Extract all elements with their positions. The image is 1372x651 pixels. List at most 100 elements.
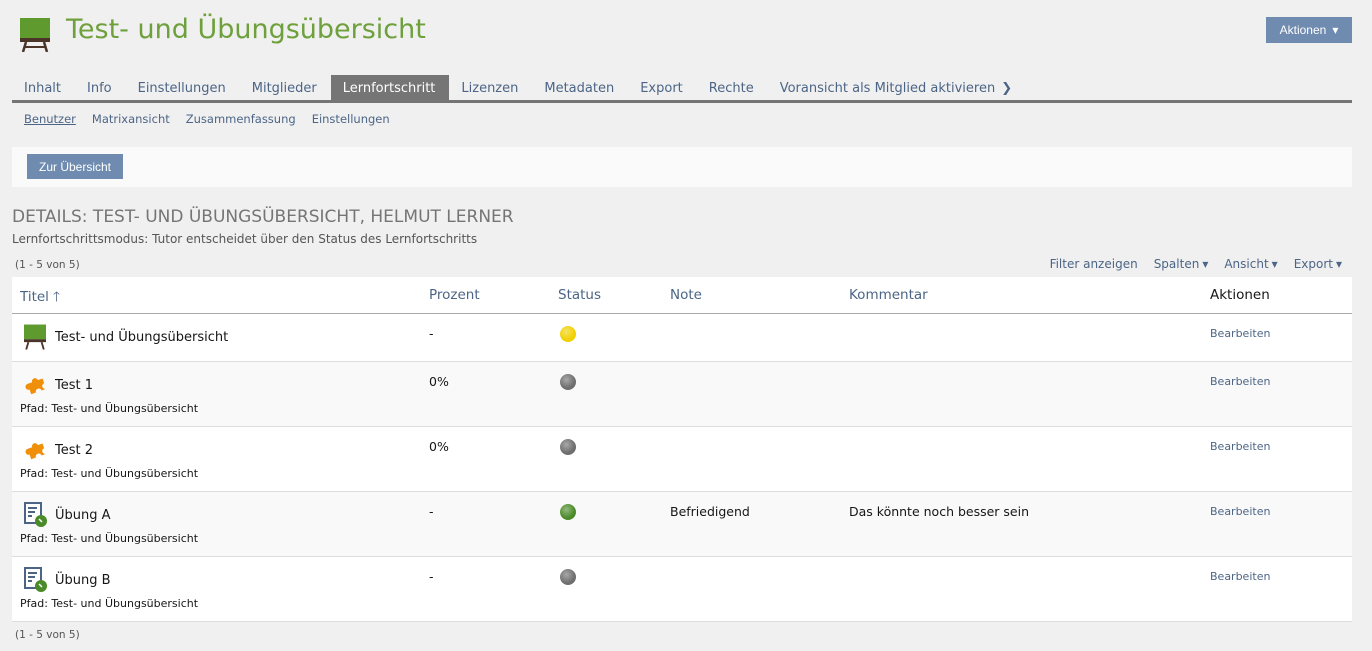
tab-label: Einstellungen	[137, 81, 226, 96]
edit-link[interactable]: Bearbeiten	[1210, 505, 1271, 518]
details-heading: DETAILS: TEST- UND ÜBUNGSÜBERSICHT, HELM…	[12, 207, 514, 227]
row-title: Test 1	[55, 378, 94, 393]
tab-7[interactable]: Export	[628, 75, 697, 100]
column-label: Status	[558, 287, 602, 303]
status-gray-icon	[560, 374, 576, 390]
table-row: Test 1 Pfad: Test- und Übungsübersicht 0% B…	[12, 362, 1352, 427]
column-label: Prozent	[429, 287, 480, 303]
tab-label: Mitglieder	[251, 81, 317, 96]
tab-1[interactable]: Info	[75, 75, 126, 100]
row-comment: Das könnte noch besser sein	[849, 504, 1030, 519]
table-controls: Filter anzeigen Spalten ▾ Ansicht ▾ Export ▾	[1050, 257, 1342, 271]
test-icon	[24, 372, 48, 399]
row-percent: -	[429, 326, 434, 341]
table-control-3[interactable]: Export ▾	[1294, 257, 1342, 271]
column-label: Kommentar	[849, 287, 928, 303]
tab-label: Rechte	[708, 81, 754, 96]
tab-label: Info	[87, 81, 112, 96]
exercise-icon	[24, 502, 48, 531]
table-row: Übung A Pfad: Test- und Übungsübersicht - B…	[12, 492, 1352, 557]
row-title: Übung B	[55, 573, 111, 588]
row-title: Test 2	[55, 443, 94, 458]
actions-label: Aktionen	[1279, 23, 1327, 37]
sort-ascending-icon[interactable]: 🡑	[52, 289, 60, 305]
tab-6[interactable]: Metadaten	[532, 75, 628, 100]
control-label: Export	[1293, 257, 1333, 271]
tab-0[interactable]: Inhalt	[12, 75, 75, 100]
tab-8[interactable]: Rechte	[697, 75, 768, 100]
row-path: Pfad: Test- und Übungsübersicht	[20, 597, 199, 610]
row-count-top: (1 - 5 von 5)	[15, 259, 80, 271]
column-header-4[interactable]: Kommentar	[849, 287, 928, 303]
control-label: Spalten	[1153, 257, 1200, 271]
tab-label: Lizenzen	[461, 81, 519, 96]
table-row: Übung B Pfad: Test- und Übungsübersicht - B…	[12, 557, 1352, 622]
row-path: Pfad: Test- und Übungsübersicht	[20, 402, 199, 415]
status-gray-icon	[560, 569, 576, 585]
column-header-5: Aktionen	[1210, 287, 1270, 303]
progress-table: Titel 🡑 Prozent Status Note Kommentar Aktionen…	[12, 277, 1352, 622]
course-icon	[24, 324, 46, 353]
edit-link[interactable]: Bearbeiten	[1210, 327, 1271, 340]
tab-label: Lernfortschritt	[342, 81, 436, 96]
row-note: Befriedigend	[670, 504, 750, 519]
tab-label: Voransicht als Mitglied aktivieren	[779, 81, 996, 96]
course-icon	[20, 18, 50, 52]
table-row: Test- und Übungsübersicht - Bearbeiten	[12, 314, 1352, 362]
toolbar: Zur Übersicht	[12, 147, 1352, 187]
tab-label: Metadaten	[544, 81, 615, 96]
subtab-0[interactable]: Benutzer	[24, 112, 76, 126]
tab-2[interactable]: Einstellungen	[126, 75, 240, 100]
edit-link[interactable]: Bearbeiten	[1210, 440, 1271, 453]
table-header: Titel 🡑 Prozent Status Note Kommentar Aktionen	[12, 277, 1352, 314]
tab-label: Export	[640, 81, 683, 96]
caret-down-icon: ▾	[1332, 23, 1339, 37]
table-row: Test 2 Pfad: Test- und Übungsübersicht 0% B…	[12, 427, 1352, 492]
test-icon	[24, 437, 48, 464]
progress-mode: Lernfortschrittsmodus: Tutor entscheidet…	[12, 232, 478, 246]
row-path: Pfad: Test- und Übungsübersicht	[20, 467, 199, 480]
tab-9[interactable]: Voransicht als Mitglied aktivieren ❯	[768, 75, 1026, 100]
column-label: Titel	[20, 289, 49, 305]
column-header-0[interactable]: Titel 🡑	[20, 287, 60, 310]
row-percent: -	[429, 569, 434, 584]
subtab-2[interactable]: Zusammenfassung	[185, 112, 296, 126]
row-percent: -	[429, 504, 434, 519]
tab-5[interactable]: Lizenzen	[449, 75, 532, 100]
row-percent: 0%	[429, 374, 449, 389]
caret-down-icon: ▾	[1335, 257, 1342, 271]
column-header-1[interactable]: Prozent	[429, 287, 480, 303]
tab-4[interactable]: Lernfortschritt	[330, 75, 450, 100]
table-control-1[interactable]: Spalten ▾	[1154, 257, 1209, 271]
row-path: Pfad: Test- und Übungsübersicht	[20, 532, 199, 545]
chevron-right-icon[interactable]: ❯	[1001, 81, 1013, 96]
table-control-2[interactable]: Ansicht ▾	[1224, 257, 1277, 271]
tab-label: Inhalt	[24, 81, 61, 96]
column-label: Aktionen	[1210, 287, 1270, 303]
edit-link[interactable]: Bearbeiten	[1210, 375, 1271, 388]
tab-3[interactable]: Mitglieder	[240, 75, 331, 100]
caret-down-icon: ▾	[1202, 257, 1209, 271]
actions-dropdown[interactable]: Aktionen ▾	[1266, 17, 1352, 43]
back-to-overview-button[interactable]: Zur Übersicht	[27, 154, 124, 179]
control-label: Filter anzeigen	[1049, 257, 1138, 271]
subtab-3[interactable]: Einstellungen	[311, 112, 390, 126]
exercise-icon	[24, 567, 48, 596]
column-header-3[interactable]: Note	[670, 287, 702, 303]
control-label: Ansicht	[1224, 257, 1269, 271]
edit-link[interactable]: Bearbeiten	[1210, 570, 1271, 583]
tab-bar: Inhalt Info Einstellungen Mitglieder Lernfor…	[12, 75, 1352, 103]
subtab-bar: Benutzer Matrixansicht Zusammenfassung Eins…	[24, 112, 390, 126]
row-percent: 0%	[429, 439, 449, 454]
row-count-bottom: (1 - 5 von 5)	[15, 629, 80, 641]
subtab-1[interactable]: Matrixansicht	[91, 112, 170, 126]
column-header-2[interactable]: Status	[558, 287, 601, 303]
status-gray-icon	[560, 439, 576, 455]
row-title: Übung A	[55, 508, 111, 523]
caret-down-icon: ▾	[1271, 257, 1278, 271]
status-green-icon	[560, 504, 576, 520]
table-control-0[interactable]: Filter anzeigen	[1050, 257, 1138, 271]
row-title: Test- und Übungsübersicht	[55, 330, 229, 345]
column-label: Note	[670, 287, 702, 303]
status-yellow-icon	[560, 326, 576, 342]
